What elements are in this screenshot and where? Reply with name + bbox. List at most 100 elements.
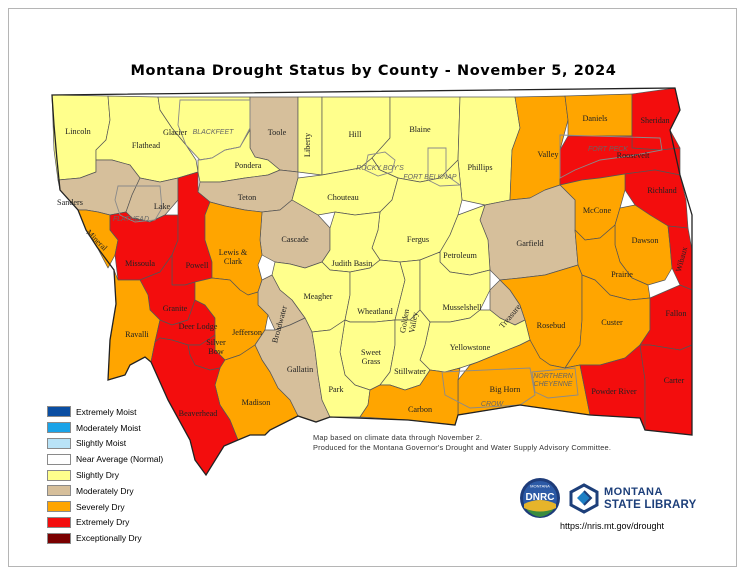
state-outline	[51, 87, 693, 477]
county-label-jefferson: Jefferson	[232, 328, 262, 337]
legend-item-extremely-moist: Extremely Moist	[47, 404, 163, 420]
reservation-northern-cheyenne	[531, 367, 579, 399]
dnrc-logo: MONTANA DNRC	[520, 478, 560, 518]
legend-swatch	[47, 501, 71, 513]
county-label-lewis-and-clark: Lewis & Clark	[219, 248, 248, 266]
reservation-label-fort-belknap: FORT BELKNAP	[403, 174, 456, 181]
legend-label: Severely Dry	[76, 501, 125, 512]
county-label-meagher: Meagher	[303, 292, 332, 301]
notes-line-1: Map based on climate data through Novemb…	[313, 433, 483, 442]
county-label-carter: Carter	[664, 376, 685, 385]
state-library-mark-icon	[569, 483, 599, 514]
county-label-sweet-grass: Sweet Grass	[361, 348, 382, 366]
legend-label: Exceptionally Dry	[76, 533, 142, 544]
reservation-blackfeet	[177, 99, 251, 161]
notes-line-2: Produced for the Montana Governor's Drou…	[313, 443, 612, 452]
legend-swatch	[47, 485, 71, 497]
county-label-ravalli: Ravalli	[125, 330, 149, 339]
county-label-fergus: Fergus	[407, 235, 429, 244]
county-label-cascade: Cascade	[281, 235, 309, 244]
reservation-label-crow: CROW	[481, 401, 505, 408]
county-label-stillwater: Stillwater	[394, 367, 426, 376]
reservation-label-blackfeet: BLACKFEET	[193, 129, 235, 136]
county-label-glacier: Glacier	[163, 128, 187, 137]
county-label-yellowstone: Yellowstone	[450, 343, 491, 352]
county-label-big-horn: Big Horn	[490, 385, 521, 394]
reservation-flathead	[114, 185, 163, 223]
map-frame	[8, 8, 737, 567]
county-label-park: Park	[328, 385, 344, 394]
county-label-roosevelt: Roosevelt	[617, 151, 650, 160]
county-valley	[509, 95, 569, 201]
state-library-line-1: MONTANA	[604, 486, 663, 498]
dnrc-logo-text: DNRC	[526, 492, 555, 503]
legend-label: Slightly Dry	[76, 470, 119, 481]
reservation-label-northern-cheyenne: NORTHERN CHEYENNE	[533, 373, 573, 388]
county-label-deer-lodge: Deer Lodge	[179, 322, 218, 331]
county-label-madison: Madison	[242, 398, 271, 407]
county-label-fallon: Fallon	[666, 309, 687, 318]
county-label-powell: Powell	[186, 261, 209, 270]
drought-url[interactable]: https://nris.mt.gov/drought	[560, 521, 665, 531]
county-label-toole: Toole	[268, 128, 287, 137]
legend-item-severely-dry: Severely Dry	[47, 499, 163, 515]
county-label-wheatland: Wheatland	[357, 307, 392, 316]
legend-item-extremely-dry: Extremely Dry	[47, 515, 163, 531]
legend-item-moderately-dry: Moderately Dry	[47, 483, 163, 499]
county-label-prairie: Prairie	[611, 270, 633, 279]
county-label-flathead: Flathead	[132, 141, 160, 150]
legend-swatch	[47, 532, 71, 544]
legend-swatch	[47, 469, 71, 481]
legend-label: Near Average (Normal)	[76, 454, 164, 465]
county-label-lincoln: Lincoln	[65, 127, 90, 136]
legend-label: Moderately Moist	[76, 422, 141, 433]
legend: Extremely Moist Moderately Moist Slightly …	[47, 404, 163, 546]
legend-item-near-average-normal: Near Average (Normal)	[47, 451, 163, 467]
county-label-carbon: Carbon	[408, 405, 432, 414]
county-label-gallatin: Gallatin	[287, 365, 313, 374]
reservation-label-fort-peck: FORT PECK	[588, 146, 628, 153]
legend-label: Moderately Dry	[76, 485, 134, 496]
county-label-silver-bow: Silver Bow	[206, 338, 226, 356]
county-carter	[639, 344, 693, 436]
map-title: Montana Drought Status by County - Novem…	[130, 63, 617, 79]
county-label-missoula: Missoula	[125, 259, 155, 268]
county-label-richland: Richland	[647, 186, 677, 195]
county-label-pondera: Pondera	[235, 161, 262, 170]
legend-label: Extremely Moist	[76, 406, 137, 417]
county-label-valley: Valley	[538, 150, 560, 159]
county-label-daniels: Daniels	[582, 114, 607, 123]
legend-label: Slightly Moist	[76, 438, 127, 449]
county-label-rosebud: Rosebud	[537, 321, 566, 330]
county-label-beaverhead: Beaverhead	[179, 409, 218, 418]
county-label-mccone: McCone	[583, 206, 612, 215]
reservation-label-flathead: FLATHEAD	[113, 216, 149, 223]
county-label-sheridan: Sheridan	[640, 116, 669, 125]
county-label-phillips: Phillips	[467, 163, 492, 172]
legend-swatch	[47, 453, 71, 465]
county-label-garfield: Garfield	[516, 239, 543, 248]
county-label-lake: Lake	[154, 202, 171, 211]
reservation-fort-peck	[559, 134, 663, 179]
county-label-petroleum: Petroleum	[443, 251, 477, 260]
county-label-powder-river: Powder River	[591, 387, 637, 396]
reservation-fort-belknap	[427, 147, 462, 187]
legend-item-slightly-dry: Slightly Dry	[47, 467, 163, 483]
legend-swatch	[47, 422, 71, 434]
legend-item-moderately-moist: Moderately Moist	[47, 420, 163, 436]
legend-swatch	[47, 437, 71, 449]
county-label-hill: Hill	[349, 130, 362, 139]
reservation-rocky-boy-s	[364, 151, 396, 177]
county-label-teton: Teton	[238, 193, 257, 202]
state-library-line-2: STATE LIBRARY	[604, 499, 697, 511]
legend-item-slightly-moist: Slightly Moist	[47, 436, 163, 452]
county-label-chouteau: Chouteau	[327, 193, 358, 202]
legend-swatch	[47, 516, 71, 528]
county-label-golden-valley: GoldenValley	[398, 308, 420, 335]
state-library-logo: MONTANA STATE LIBRARY	[568, 482, 718, 516]
reservation-label-rocky-boy-s: ROCKY BOY'S	[356, 165, 404, 172]
county-label-granite: Granite	[163, 304, 188, 313]
county-label-custer: Custer	[601, 318, 623, 327]
county-label-liberty: Liberty	[303, 132, 312, 157]
